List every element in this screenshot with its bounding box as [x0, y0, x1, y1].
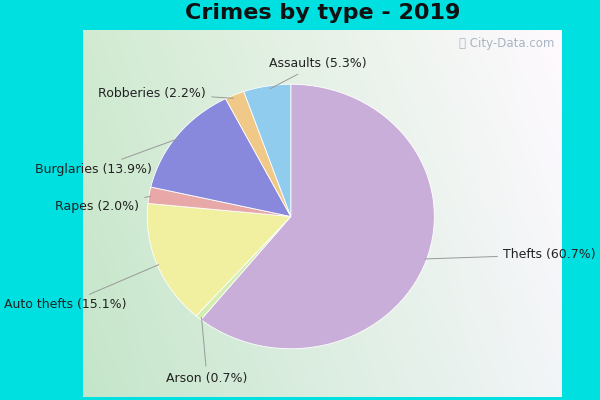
Wedge shape: [226, 92, 291, 216]
Wedge shape: [147, 204, 291, 316]
Wedge shape: [196, 216, 291, 320]
Wedge shape: [244, 84, 291, 216]
Text: Burglaries (13.9%): Burglaries (13.9%): [35, 138, 178, 176]
Text: Robberies (2.2%): Robberies (2.2%): [98, 86, 233, 100]
Text: Assaults (5.3%): Assaults (5.3%): [269, 57, 367, 89]
Wedge shape: [151, 99, 291, 216]
Title: Crimes by type - 2019: Crimes by type - 2019: [185, 3, 460, 23]
Text: Thefts (60.7%): Thefts (60.7%): [425, 248, 596, 261]
Wedge shape: [148, 187, 291, 216]
Text: Arson (0.7%): Arson (0.7%): [166, 318, 248, 385]
Wedge shape: [201, 84, 434, 349]
Text: ⓘ City-Data.com: ⓘ City-Data.com: [458, 37, 554, 50]
Text: Auto thefts (15.1%): Auto thefts (15.1%): [4, 265, 159, 311]
Text: Rapes (2.0%): Rapes (2.0%): [55, 196, 151, 213]
